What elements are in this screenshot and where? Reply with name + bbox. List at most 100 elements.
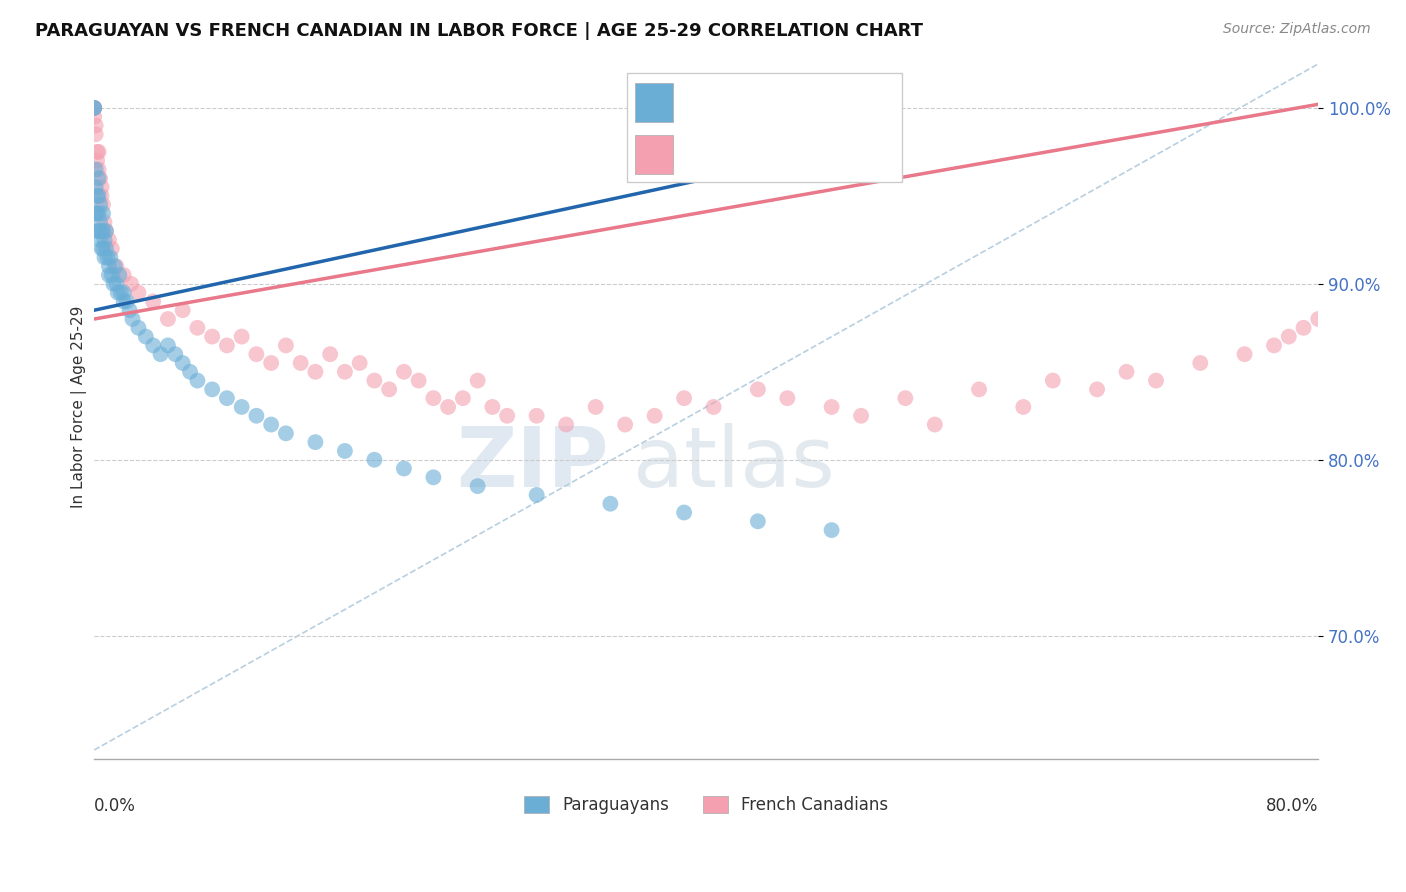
Point [84, 206, 107, 220]
Point [97, 233, 120, 247]
Point [1189, 356, 1212, 370]
Point [87, 224, 110, 238]
Point [156, 312, 179, 326]
Point [260, 417, 283, 432]
Point [94, 224, 117, 238]
Point [378, 383, 401, 397]
Point [245, 409, 267, 423]
Point [392, 365, 415, 379]
Point [149, 347, 172, 361]
Point [481, 400, 503, 414]
Point [304, 435, 326, 450]
Legend: Paraguayans, French Canadians: Paraguayans, French Canadians [524, 796, 889, 814]
Point [201, 329, 224, 343]
Point [100, 251, 122, 265]
Point [644, 409, 666, 423]
Point [84, 119, 107, 133]
Point [467, 479, 489, 493]
Point [526, 488, 548, 502]
Point [172, 303, 194, 318]
Text: PARAGUAYAN VS FRENCH CANADIAN IN LABOR FORCE | AGE 25-29 CORRELATION CHART: PARAGUAYAN VS FRENCH CANADIAN IN LABOR F… [35, 22, 924, 40]
Point [1322, 303, 1344, 318]
Point [90, 224, 112, 238]
Point [437, 400, 460, 414]
Point [101, 242, 124, 256]
Point [319, 347, 342, 361]
Point [363, 374, 385, 388]
Point [186, 320, 208, 334]
Point [86, 206, 108, 220]
Point [121, 312, 143, 326]
Point [1085, 383, 1108, 397]
Point [333, 365, 356, 379]
Point [1329, 294, 1351, 309]
Point [90, 180, 112, 194]
Point [97, 268, 120, 282]
Point [274, 426, 297, 441]
Text: 80.0%: 80.0% [1265, 797, 1319, 815]
Point [86, 145, 108, 159]
Point [673, 391, 696, 405]
Point [107, 285, 129, 300]
Point [526, 409, 548, 423]
Point [201, 383, 224, 397]
Point [94, 242, 117, 256]
Point [179, 365, 201, 379]
Point [245, 347, 267, 361]
Point [87, 206, 110, 220]
Point [91, 224, 114, 238]
Point [747, 514, 769, 528]
Point [585, 400, 607, 414]
Point [87, 189, 110, 203]
Text: atlas: atlas [633, 423, 835, 504]
Point [115, 294, 138, 309]
Y-axis label: In Labor Force | Age 25-29: In Labor Force | Age 25-29 [72, 306, 87, 508]
Point [127, 285, 149, 300]
Point [215, 338, 238, 352]
Point [555, 417, 578, 432]
Point [83, 110, 105, 124]
Point [104, 259, 127, 273]
Point [127, 320, 149, 334]
Point [1144, 374, 1167, 388]
Point [89, 171, 111, 186]
Point [112, 268, 135, 282]
Point [1042, 374, 1064, 388]
Point [103, 277, 125, 291]
Point [849, 409, 872, 423]
Point [422, 391, 444, 405]
Point [94, 224, 117, 238]
Point [89, 233, 111, 247]
Point [120, 277, 142, 291]
Point [1292, 320, 1315, 334]
Point [156, 338, 179, 352]
Point [97, 259, 120, 273]
Point [451, 391, 474, 405]
Point [96, 251, 118, 265]
Point [1308, 312, 1330, 326]
Point [333, 444, 356, 458]
Point [408, 374, 430, 388]
Point [776, 391, 799, 405]
Point [105, 277, 128, 291]
Point [90, 189, 112, 203]
Point [142, 338, 165, 352]
Point [89, 215, 111, 229]
Point [90, 242, 112, 256]
Point [614, 417, 637, 432]
Point [87, 145, 110, 159]
Point [101, 268, 124, 282]
Point [894, 391, 917, 405]
Point [467, 374, 489, 388]
Point [112, 294, 135, 309]
Point [215, 391, 238, 405]
Point [274, 338, 297, 352]
Text: ZIP: ZIP [456, 423, 609, 504]
Point [304, 365, 326, 379]
Point [290, 356, 312, 370]
Point [231, 329, 253, 343]
Point [260, 356, 283, 370]
Point [112, 285, 135, 300]
Point [142, 294, 165, 309]
Point [165, 347, 187, 361]
